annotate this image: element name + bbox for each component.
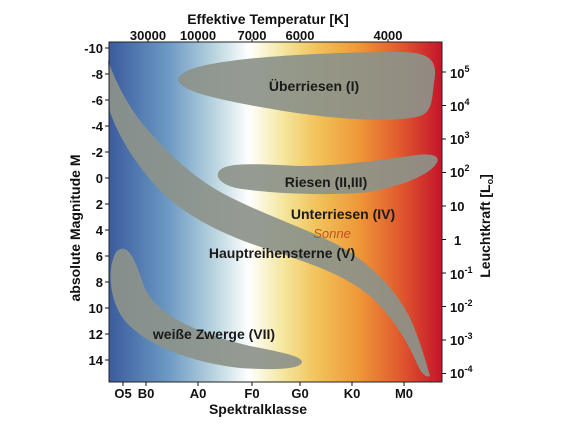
magnitude-tick-label: 4 (96, 223, 104, 238)
spectral-class-label: B0 (138, 386, 155, 401)
temperature-ticks: 30000 10000 7000 6000 4000 (130, 28, 403, 43)
giants-label: Riesen (II,III) (285, 174, 367, 190)
supergiants-label: Überriesen (I) (269, 78, 359, 94)
spectral-class-label: G0 (291, 386, 308, 401)
star-regions (108, 52, 438, 377)
temperature-tick-label: 6000 (286, 28, 315, 43)
subgiants-label: Unterriesen (IV) (291, 206, 395, 222)
magnitude-tick-label: -10 (84, 41, 103, 56)
luminosity-tick-label: 10-4 (450, 364, 472, 381)
white-dwarfs-label: weiße Zwerge (VII) (152, 326, 275, 342)
magnitude-tick-label: 12 (89, 327, 103, 342)
magnitude-ticks: -10 -8 -6 -4 -2 0 2 4 6 8 10 12 14 (84, 41, 104, 368)
spectral-class-ticks: O5 B0 A0 F0 G0 K0 M0 (114, 386, 413, 401)
spectral-class-label: K0 (344, 386, 361, 401)
luminosity-tick-label: 104 (450, 97, 469, 114)
luminosity-tick-label: 10 (450, 199, 464, 214)
temperature-tick-label: 7000 (238, 28, 267, 43)
luminosity-tick-label: 10-1 (450, 265, 472, 282)
luminosity-tick-label: 10-3 (450, 331, 472, 348)
magnitude-tick-label: 14 (89, 353, 104, 368)
luminosity-tick-label: 103 (450, 130, 469, 147)
sun-label: Sonne (313, 226, 351, 241)
left-axis-title: absolute Magnitude M (67, 155, 83, 302)
temperature-tick-label: 30000 (130, 28, 166, 43)
temperature-tick-label: 4000 (374, 28, 403, 43)
white-dwarfs-region (110, 248, 303, 370)
spectral-class-label: F0 (244, 386, 259, 401)
luminosity-ticks: 105 104 103 102 10 1 10-1 10-2 10-3 10-4 (450, 64, 472, 381)
plot-frame (108, 41, 443, 383)
magnitude-tick-label: -2 (91, 145, 103, 160)
bottom-axis-title: Spektralklasse (209, 401, 307, 417)
magnitude-tick-label: -6 (91, 93, 103, 108)
magnitude-tick-label: 8 (96, 275, 103, 290)
magnitude-tick-label: -8 (91, 67, 103, 82)
magnitude-tick-label: 10 (89, 301, 103, 316)
magnitude-tick-label: -4 (91, 119, 103, 134)
top-axis-title: Effektive Temperatur [K] (187, 11, 349, 27)
temperature-tick-label: 10000 (180, 28, 216, 43)
tick-marks (105, 39, 446, 386)
magnitude-tick-label: 0 (96, 171, 103, 186)
main-sequence-label: Hauptreihensterne (V) (209, 245, 355, 261)
spectral-class-label: M0 (395, 386, 413, 401)
luminosity-tick-label: 1 (454, 233, 461, 248)
giants-region (217, 154, 438, 195)
luminosity-tick-label: 10-2 (450, 298, 472, 315)
magnitude-tick-label: 2 (96, 197, 103, 212)
spectral-class-label: A0 (190, 386, 207, 401)
spectral-class-label: O5 (114, 386, 131, 401)
luminosity-tick-label: 105 (450, 64, 469, 81)
magnitude-tick-label: 6 (96, 249, 103, 264)
right-axis-title: Leuchtkraft [Lo] (477, 174, 495, 278)
main-sequence-region (108, 60, 430, 377)
luminosity-tick-label: 102 (450, 163, 469, 180)
supergiants-region (177, 52, 436, 120)
